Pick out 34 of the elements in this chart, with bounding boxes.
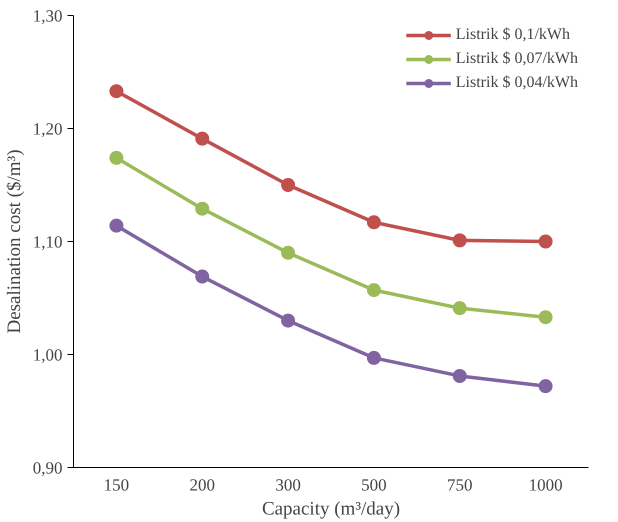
point (195, 132, 210, 146)
point (366, 350, 381, 365)
point (452, 368, 467, 383)
point (452, 301, 467, 316)
point (452, 233, 467, 248)
y-tick-label: 1,30 (32, 6, 62, 26)
y-tick-label: 1,20 (32, 120, 62, 138)
x-tick-label: 200 (190, 476, 215, 494)
legend-label: Listrik $ 0,1/kWh (456, 26, 570, 44)
point (281, 314, 296, 328)
point (195, 202, 210, 216)
point (109, 84, 124, 98)
legend-label: Listrik $ 0,07/kWh (456, 50, 578, 68)
x-tick-label: 1000 (528, 476, 563, 494)
x-tick-label: 150 (104, 476, 130, 494)
point (538, 379, 553, 394)
y-tick-label: 1,10 (32, 232, 62, 252)
point (109, 218, 124, 233)
point (195, 270, 210, 284)
point (538, 234, 553, 248)
y-tick-label: 1,00 (32, 346, 62, 364)
y-tick-label: 0,90 (32, 458, 62, 478)
point (538, 310, 553, 324)
x-tick-label: 750 (447, 476, 472, 494)
point (281, 246, 296, 260)
x-axis-title: Capacity (m³/day) (262, 498, 400, 520)
point (366, 215, 381, 230)
x-tick-label: 300 (275, 476, 301, 494)
y-axis-title: Desalination cost ($/m³) (4, 149, 25, 334)
point (109, 150, 124, 165)
x-tick-label: 500 (361, 476, 387, 494)
point (281, 178, 296, 192)
legend-label: Listrik $ 0,04/kWh (456, 74, 578, 92)
point (366, 283, 381, 298)
